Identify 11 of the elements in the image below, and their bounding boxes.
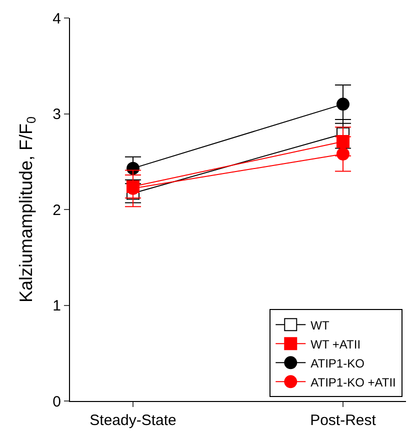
x-tick-label: Steady-State <box>90 412 176 429</box>
x-tick-label: Post-Rest <box>310 412 377 429</box>
y-tick-label: 2 <box>52 202 61 219</box>
legend-label: WT +ATII <box>310 337 361 352</box>
y-tick-label: 0 <box>52 393 61 410</box>
y-tick-label: 1 <box>52 298 61 314</box>
legend-label: WT <box>310 318 330 332</box>
legend-label: ATIP1-KO +ATII <box>310 375 396 390</box>
y-tick-label: 3 <box>52 106 61 123</box>
y-tick-label: 4 <box>52 10 61 28</box>
legend-label: ATIP1-KO <box>310 356 364 370</box>
